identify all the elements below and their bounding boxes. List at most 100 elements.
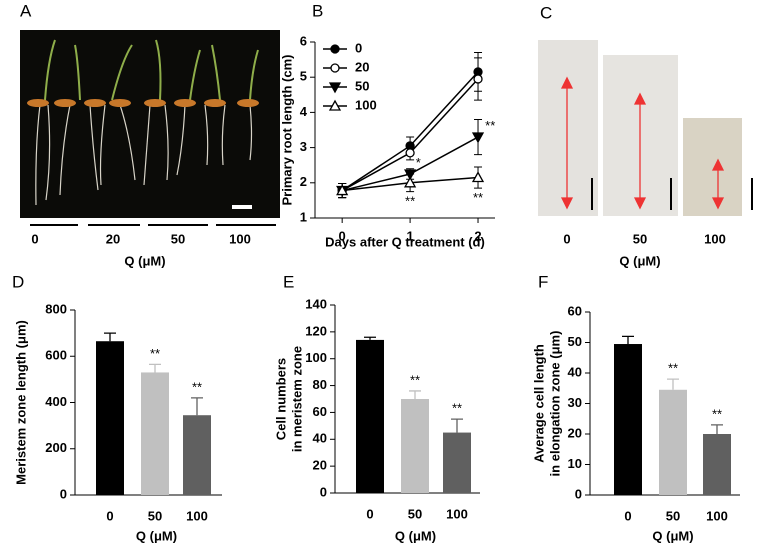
x-axis-label: Q (μM)	[619, 253, 660, 268]
image-label: 50	[633, 231, 647, 246]
y-tick-label: 400	[45, 394, 67, 409]
error-bar	[711, 424, 723, 434]
x-tick-label: 2	[474, 228, 481, 243]
y-tick-label: 0	[575, 486, 582, 501]
root-micrographs	[538, 40, 753, 216]
y-axis-label: Primary root length (cm)	[279, 55, 294, 206]
y-tick-label: 40	[568, 364, 582, 379]
marker	[471, 171, 485, 183]
y-tick-label: 140	[305, 296, 327, 311]
image-label: 100	[229, 231, 251, 246]
bar	[401, 399, 429, 493]
marker	[403, 176, 417, 188]
y-axis-label: in meristem zone	[289, 346, 304, 452]
legend-marker	[330, 44, 340, 54]
y-tick-label: 0	[320, 484, 327, 499]
y-axis-label: Cell numbers	[273, 358, 288, 440]
legend-marker	[328, 82, 342, 94]
annotation: **	[405, 194, 415, 209]
annotation: **	[712, 406, 722, 421]
bar	[443, 432, 471, 493]
y-tick-label: 100	[305, 350, 327, 365]
y-axis-label: Average cell length	[531, 344, 546, 463]
marker	[405, 148, 415, 158]
y-tick-label: 120	[305, 323, 327, 338]
x-tick-label: 100	[706, 508, 728, 523]
error-bar	[667, 378, 679, 390]
y-tick-label: 800	[45, 301, 67, 316]
annotation: **	[192, 379, 202, 394]
x-tick-label: 50	[148, 508, 162, 523]
x-tick-label: 0	[106, 508, 113, 523]
legend-marker	[328, 99, 342, 111]
annotation: **	[452, 401, 462, 416]
panel-letter: D	[12, 272, 24, 291]
bar	[614, 344, 642, 495]
marker	[473, 74, 483, 84]
y-tick-label: 10	[568, 456, 582, 471]
error-bar	[409, 390, 421, 399]
error-bar	[364, 336, 376, 340]
panel-letter: B	[312, 1, 323, 20]
y-tick-label: 200	[45, 440, 67, 455]
marker	[336, 184, 349, 196]
y-tick-label: 3	[300, 139, 307, 154]
seedling-photo	[20, 30, 280, 218]
y-tick-label: 30	[568, 395, 582, 410]
y-tick-label: 1	[300, 209, 307, 224]
image-label: 20	[106, 231, 120, 246]
y-tick-label: 60	[568, 303, 582, 318]
error-bar	[622, 335, 634, 345]
image-label: 0	[563, 231, 570, 246]
legend-label: 100	[355, 97, 377, 112]
y-axis-label: Meristem zone length (μm)	[13, 320, 28, 485]
y-tick-label: 20	[313, 458, 327, 473]
error-bar	[149, 363, 161, 373]
annotation: **	[485, 118, 495, 133]
x-axis-label: Q (μM)	[395, 528, 436, 543]
panel-letter: E	[283, 272, 294, 291]
annotation: **	[150, 346, 160, 361]
y-tick-label: 50	[568, 334, 582, 349]
annotation: **	[410, 372, 420, 387]
x-axis-label: Q (μM)	[652, 528, 693, 543]
x-tick-label: 1	[406, 228, 413, 243]
legend-label: 0	[355, 40, 362, 55]
x-tick-label: 0	[624, 508, 631, 523]
marker	[471, 132, 485, 144]
bar	[183, 415, 211, 495]
panel-letter: C	[540, 3, 552, 22]
error-bar	[451, 418, 463, 433]
x-tick-label: 100	[186, 508, 208, 523]
x-axis-label: Days after Q treatment (d)	[325, 234, 485, 249]
bar	[96, 341, 124, 495]
y-tick-label: 6	[300, 33, 307, 48]
annotation: *	[416, 155, 421, 170]
x-tick-label: 50	[408, 506, 422, 521]
image-label: 0	[31, 231, 38, 246]
y-tick-label: 60	[313, 404, 327, 419]
x-axis-label: Q (μM)	[124, 253, 165, 268]
x-tick-label: 0	[339, 228, 346, 243]
image-label: 100	[704, 231, 726, 246]
bar	[703, 434, 731, 495]
annotation: **	[668, 361, 678, 376]
y-tick-label: 40	[313, 431, 327, 446]
error-bar	[104, 332, 116, 342]
y-tick-label: 0	[60, 486, 67, 501]
y-tick-label: 20	[568, 425, 582, 440]
annotation: **	[473, 190, 483, 205]
y-tick-label: 80	[313, 377, 327, 392]
x-tick-label: 0	[366, 506, 373, 521]
x-axis-label: Q (μM)	[136, 528, 177, 543]
bar	[356, 339, 384, 493]
x-tick-label: 50	[666, 508, 680, 523]
panel-letter: A	[20, 1, 32, 20]
y-tick-label: 4	[300, 104, 308, 119]
x-tick-label: 100	[446, 506, 468, 521]
y-axis-label: in elongation zone (μm)	[547, 331, 562, 477]
image-label: 50	[171, 231, 185, 246]
y-tick-label: 600	[45, 348, 67, 363]
legend-label: 50	[355, 78, 369, 93]
